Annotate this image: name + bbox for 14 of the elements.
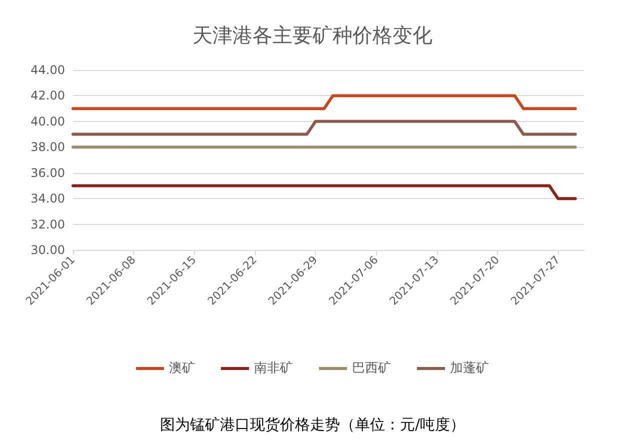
y-tick-label: 42.00 [30,88,65,103]
legend-label: 南非矿 [254,361,293,376]
text: 图为锰矿港口现货价格走势（单位：元/吨度） [160,416,466,434]
legend-label: 巴西矿 [352,361,391,376]
y-tick-label: 34.00 [30,192,65,206]
legend-label: 加蓬矿 [450,361,489,376]
chart-title: 天津港各主要矿种价格变化 [192,23,432,47]
legend-label: 澳矿 [169,361,195,376]
y-tick-label: 32.00 [30,217,65,232]
y-tick-label: 44.00 [30,63,65,77]
y-tick-label: 40.00 [30,114,65,128]
y-tick-label: 38.00 [30,140,65,154]
y-tick-label: 36.00 [30,166,65,180]
y-tick-label: 30.00 [30,243,65,257]
